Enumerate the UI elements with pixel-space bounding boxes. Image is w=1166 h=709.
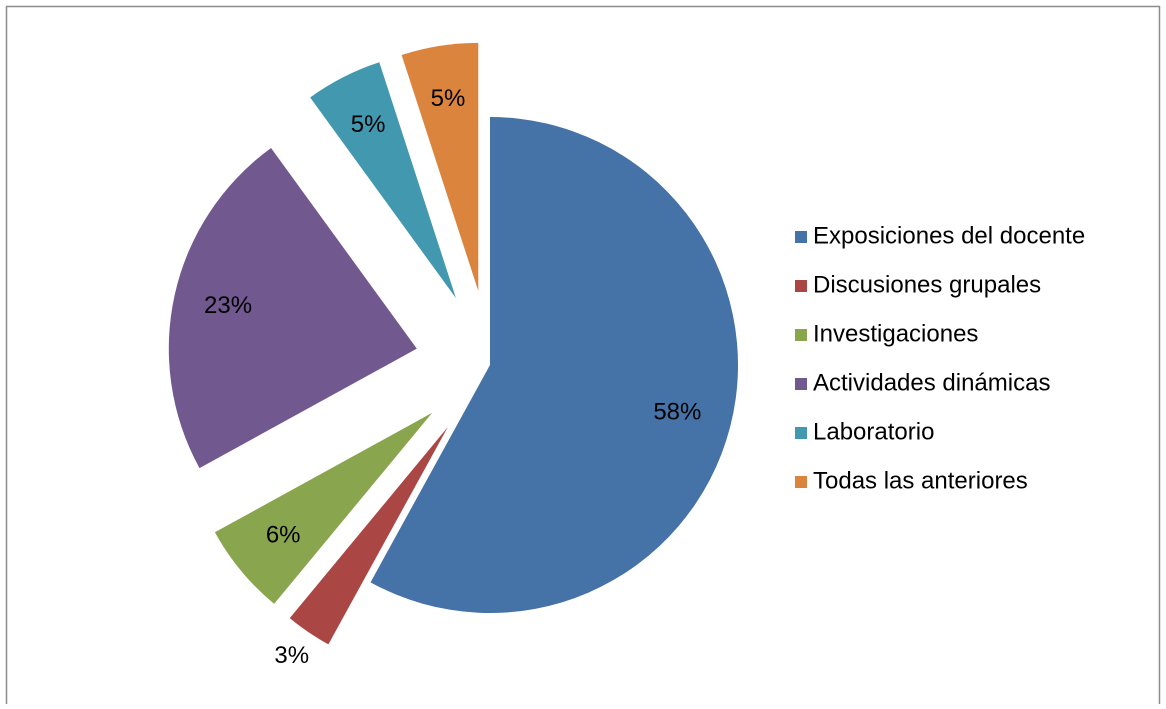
data-label: 6% (266, 521, 301, 548)
legend-swatch (795, 231, 807, 243)
legend-swatch (795, 476, 807, 488)
legend-label: Todas las anteriores (813, 467, 1028, 494)
data-label: 3% (274, 642, 309, 669)
legend-label: Investigaciones (813, 320, 978, 347)
pie-slice (214, 412, 433, 604)
legend-swatch (795, 329, 807, 341)
pie-slice (168, 148, 417, 469)
data-label: 5% (351, 111, 386, 138)
data-label: 23% (204, 292, 252, 319)
legend-label: Exposiciones del docente (813, 222, 1085, 249)
legend-swatch (795, 280, 807, 292)
legend-label: Laboratorio (813, 418, 934, 445)
data-label: 58% (653, 398, 701, 425)
legend-swatch (795, 427, 807, 439)
legend-label: Actividades dinámicas (813, 369, 1050, 396)
pie-slice (370, 117, 739, 614)
data-label: 5% (431, 85, 466, 112)
legend-label: Discusiones grupales (813, 271, 1041, 298)
pie-slice (289, 427, 448, 645)
pie-slice (401, 42, 479, 291)
legend-swatch (795, 378, 807, 390)
pie-slice (310, 62, 456, 299)
